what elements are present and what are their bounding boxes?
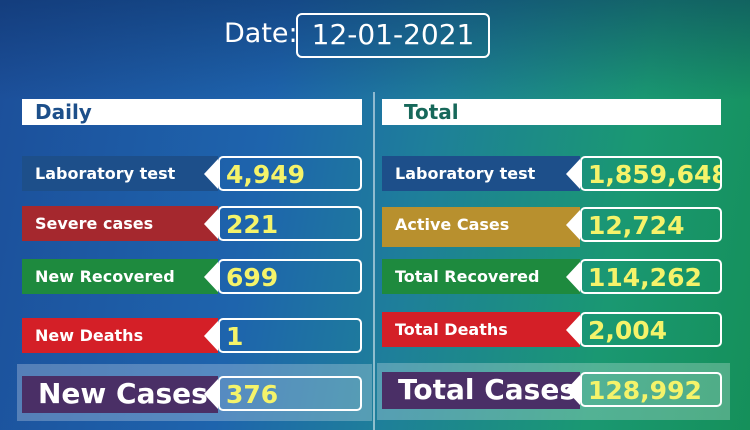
daily-value-3: 1 xyxy=(218,318,362,353)
daily-label-3: New Deaths xyxy=(22,318,218,353)
total-label-3: Total Deaths xyxy=(382,312,580,347)
divider xyxy=(373,92,375,430)
total-label-1: Active Cases xyxy=(382,207,580,247)
arrow-icon xyxy=(566,210,580,240)
total-value-1: 12,724 xyxy=(580,207,722,242)
arrow-icon xyxy=(566,262,580,292)
daily-header: Daily xyxy=(22,99,362,125)
daily-label-0: Laboratory test xyxy=(22,156,218,191)
total-value-4: 128,992 xyxy=(580,372,722,407)
total-value-2: 114,262 xyxy=(580,259,722,294)
daily-label-4: New Cases xyxy=(22,376,218,413)
total-label-2: Total Recovered xyxy=(382,259,580,294)
total-label-0: Laboratory test xyxy=(382,156,580,191)
arrow-icon xyxy=(204,321,218,351)
date-value: 12-01-2021 xyxy=(296,13,490,58)
daily-label-2: New Recovered xyxy=(22,259,218,294)
daily-value-0: 4,949 xyxy=(218,156,362,191)
total-label-4: Total Cases xyxy=(382,372,580,409)
total-value-0: 1,859,648 xyxy=(580,156,722,191)
arrow-icon xyxy=(566,375,580,405)
total-value-3: 2,004 xyxy=(580,312,722,347)
arrow-icon xyxy=(204,379,218,409)
daily-value-2: 699 xyxy=(218,259,362,294)
arrow-icon xyxy=(204,159,218,189)
arrow-icon xyxy=(566,159,580,189)
daily-value-4: 376 xyxy=(218,376,362,411)
arrow-icon xyxy=(566,315,580,345)
daily-label-1: Severe cases xyxy=(22,206,218,241)
daily-value-1: 221 xyxy=(218,206,362,241)
arrow-icon xyxy=(204,209,218,239)
date-label: Date: xyxy=(224,18,298,49)
arrow-icon xyxy=(204,262,218,292)
total-header: Total xyxy=(382,99,721,125)
